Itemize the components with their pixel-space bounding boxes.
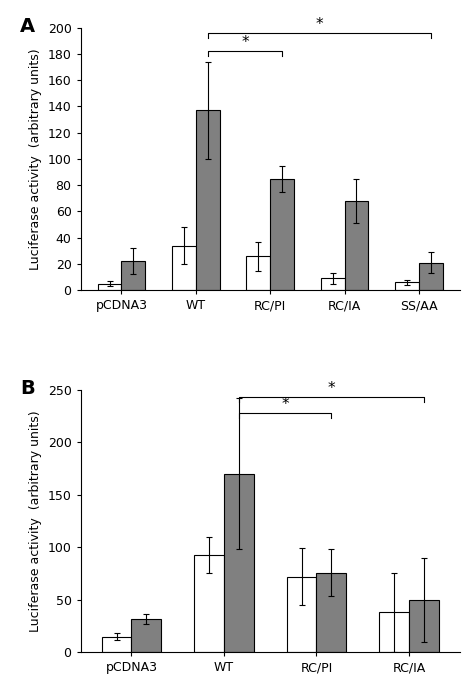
Text: *: * bbox=[315, 17, 323, 32]
Bar bbox=[419, 262, 443, 290]
Y-axis label: Luciferase activity  (arbitrary units): Luciferase activity (arbitrary units) bbox=[29, 410, 42, 632]
Bar bbox=[379, 613, 409, 652]
Bar bbox=[270, 178, 294, 290]
Bar bbox=[287, 577, 317, 652]
Bar bbox=[321, 278, 345, 290]
Text: *: * bbox=[328, 381, 335, 396]
Text: B: B bbox=[20, 380, 35, 398]
Text: *: * bbox=[281, 397, 289, 412]
Bar bbox=[395, 282, 419, 290]
Bar bbox=[172, 246, 196, 290]
Bar bbox=[194, 555, 224, 652]
Text: *: * bbox=[241, 35, 249, 51]
Bar bbox=[409, 600, 438, 652]
Bar bbox=[224, 474, 254, 652]
Text: A: A bbox=[20, 17, 35, 36]
Bar bbox=[345, 201, 368, 290]
Bar bbox=[121, 262, 145, 290]
Bar bbox=[196, 110, 219, 290]
Bar bbox=[317, 573, 346, 652]
Bar bbox=[98, 284, 121, 290]
Bar bbox=[246, 256, 270, 290]
Bar bbox=[131, 619, 161, 652]
Y-axis label: Luciferase activity  (arbitrary units): Luciferase activity (arbitrary units) bbox=[29, 48, 42, 270]
Bar bbox=[102, 636, 131, 652]
